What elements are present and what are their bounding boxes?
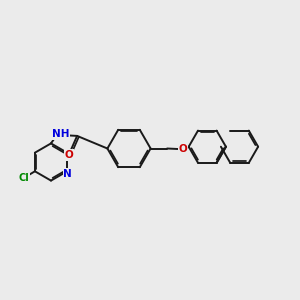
Text: O: O [64, 150, 73, 160]
Text: Cl: Cl [18, 173, 29, 183]
Text: NH: NH [52, 129, 69, 140]
Text: N: N [63, 169, 72, 179]
Text: O: O [178, 144, 187, 154]
